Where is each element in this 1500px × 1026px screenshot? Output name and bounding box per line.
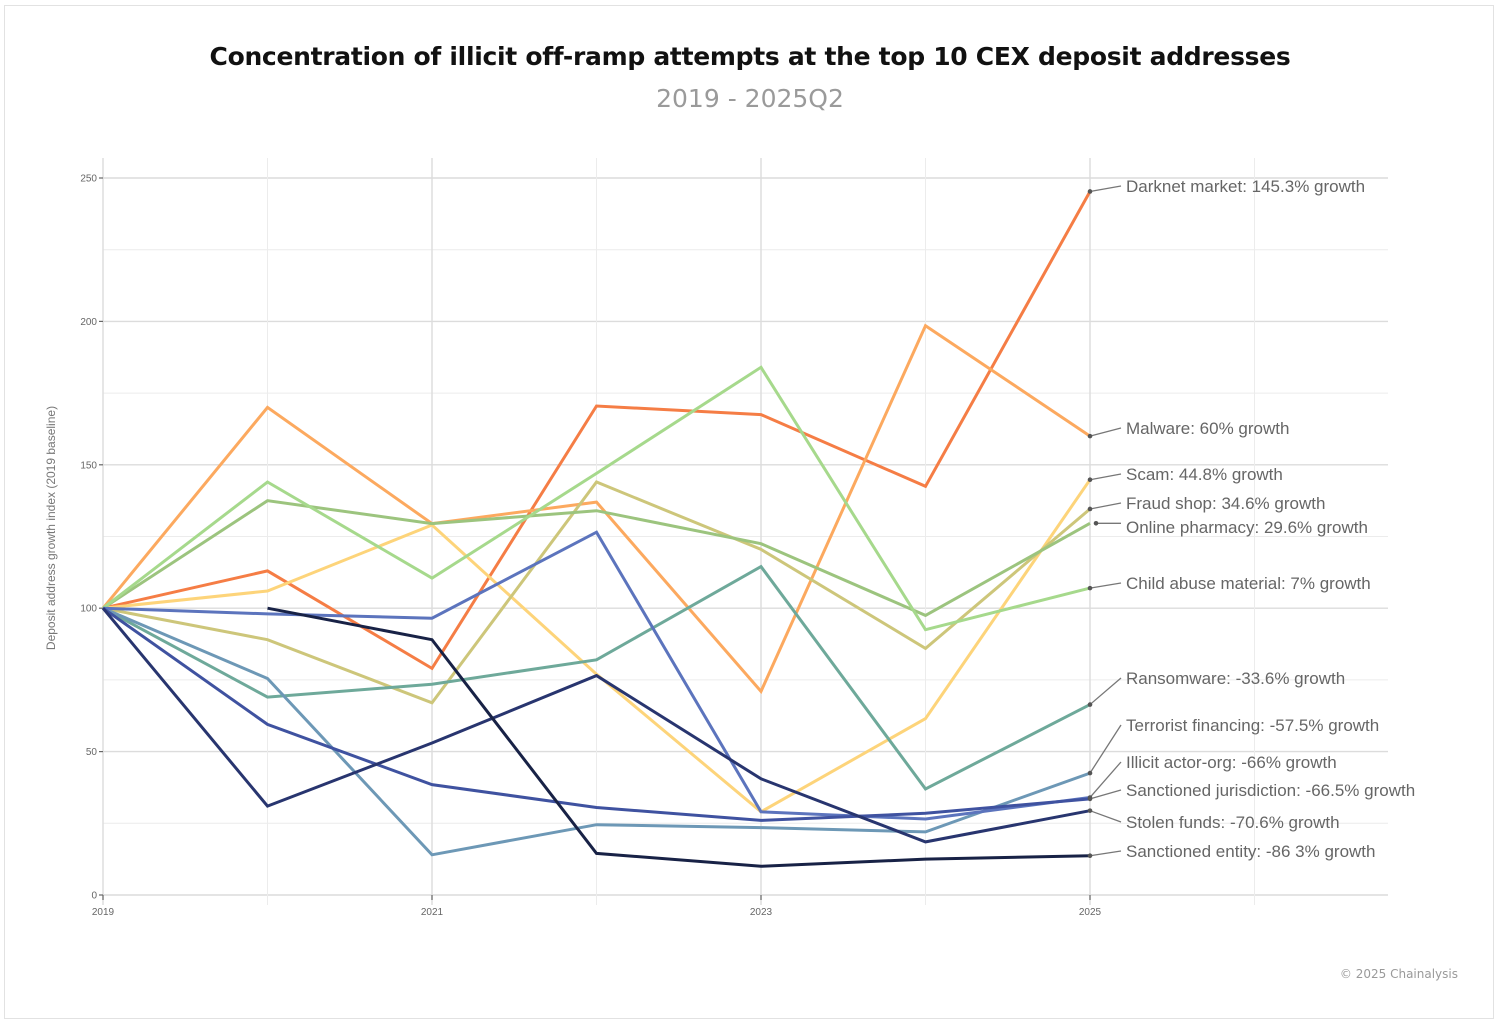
label-anchor-dot xyxy=(1093,521,1099,526)
y-tick-label: 200 xyxy=(80,317,97,328)
chart-subtitle: 2019 - 2025Q2 xyxy=(656,84,844,113)
x-tick-label: 2019 xyxy=(92,907,115,918)
series-label-fraud-shop: Fraud shop: 34.6% growth xyxy=(1087,494,1325,513)
series-label-sanctioned-jurisdiction: Sanctioned jurisdiction: -66.5% growth xyxy=(1087,781,1415,802)
series-label-text: Fraud shop: 34.6% growth xyxy=(1126,494,1325,513)
series-line-illicit-actor-org xyxy=(102,530,1091,821)
y-tick-label: 50 xyxy=(86,747,98,758)
label-leader-line xyxy=(1089,810,1122,823)
series-label-text: Sanctioned entity: -86 3% growth xyxy=(1126,842,1375,861)
label-leader-line xyxy=(1089,185,1122,193)
series-label-text: Online pharmacy: 29.6% growth xyxy=(1126,518,1368,537)
series-label-online-pharmacy: Online pharmacy: 29.6% growth xyxy=(1093,518,1368,537)
series-label-text: Malware: 60% growth xyxy=(1126,419,1289,438)
label-anchor-dot xyxy=(1087,477,1093,483)
label-anchor-dot xyxy=(1087,808,1093,813)
label-anchor-dot xyxy=(1087,853,1093,859)
series-line-fraud-shop xyxy=(102,480,1091,705)
series-line-child-abuse-material xyxy=(102,365,1091,632)
x-tick-label: 2025 xyxy=(1079,907,1102,918)
series-label-malware: Malware: 60% growth xyxy=(1087,419,1289,439)
label-anchor-dot xyxy=(1087,506,1093,512)
label-anchor-dot xyxy=(1087,433,1093,439)
label-anchor-dot xyxy=(1087,770,1093,776)
y-tick-label: 250 xyxy=(80,174,97,185)
label-leader-line xyxy=(1089,677,1122,706)
series-line-terrorist-financing xyxy=(102,606,1091,857)
series-label-child-abuse-material: Child abuse material: 7% growth xyxy=(1087,574,1371,593)
label-anchor-dot xyxy=(1087,796,1093,802)
series-labels: Darknet market: 145.3% growth Malware: 60… xyxy=(1087,177,1415,861)
series-label-text: Scam: 44.8% growth xyxy=(1126,465,1283,484)
series-line-sanctioned-entity xyxy=(267,606,1091,868)
series-label-darknet-market: Darknet market: 145.3% growth xyxy=(1087,177,1365,196)
series-line-sanctioned-jurisdiction xyxy=(102,606,1091,822)
axes: 0 50 100 150 200 250 2019 2021 2023 2025 xyxy=(80,174,1101,919)
chart-title: Concentration of illicit off-ramp attemp… xyxy=(209,42,1291,71)
series-line-stolen-funds xyxy=(101,607,1091,844)
series-line-malware xyxy=(101,323,1091,695)
label-leader-line xyxy=(1089,789,1122,800)
series-label-ransomware: Ransomware: -33.6% growth xyxy=(1087,669,1345,707)
x-tick-label: 2021 xyxy=(421,907,444,918)
label-leader-line xyxy=(1089,761,1122,798)
y-tick-label: 100 xyxy=(80,604,97,615)
label-leader-line xyxy=(1089,724,1122,774)
label-leader-line xyxy=(1089,427,1122,437)
series-line-ransomware xyxy=(102,564,1091,791)
y-tick-label: 150 xyxy=(80,460,97,471)
label-leader-line xyxy=(1089,473,1122,481)
series-label-text: Darknet market: 145.3% growth xyxy=(1126,177,1365,196)
label-leader-line xyxy=(1089,850,1122,857)
series-line-darknet-market xyxy=(102,190,1092,671)
label-leader-line xyxy=(1089,502,1122,510)
series-label-terrorist-financing: Terrorist financing: -57.5% growth xyxy=(1087,716,1379,776)
label-anchor-dot xyxy=(1087,585,1093,591)
copyright-footer: © 2025 Chainalysis xyxy=(1339,967,1458,981)
series-label-text: Ransomware: -33.6% growth xyxy=(1126,669,1345,688)
label-leader-line xyxy=(1089,582,1122,589)
series-lines xyxy=(101,190,1092,868)
series-line-online-pharmacy xyxy=(102,499,1091,618)
series-label-scam: Scam: 44.8% growth xyxy=(1087,465,1283,484)
label-anchor-dot xyxy=(1087,189,1093,194)
series-label-sanctioned-entity: Sanctioned entity: -86 3% growth xyxy=(1087,842,1375,861)
label-anchor-dot xyxy=(1087,702,1093,707)
series-label-text: Child abuse material: 7% growth xyxy=(1126,574,1371,593)
y-axis-title: Deposit address growth index (2019 basel… xyxy=(44,406,58,650)
series-label-text: Stolen funds: -70.6% growth xyxy=(1126,813,1340,832)
series-label-text: Illicit actor-org: -66% growth xyxy=(1126,753,1337,772)
series-label-text: Sanctioned jurisdiction: -66.5% growth xyxy=(1126,781,1415,800)
y-tick-label: 0 xyxy=(91,891,97,902)
x-tick-label: 2023 xyxy=(750,907,773,918)
grid xyxy=(102,158,1388,905)
series-label-stolen-funds: Stolen funds: -70.6% growth xyxy=(1087,808,1340,832)
series-label-text: Terrorist financing: -57.5% growth xyxy=(1126,716,1379,735)
